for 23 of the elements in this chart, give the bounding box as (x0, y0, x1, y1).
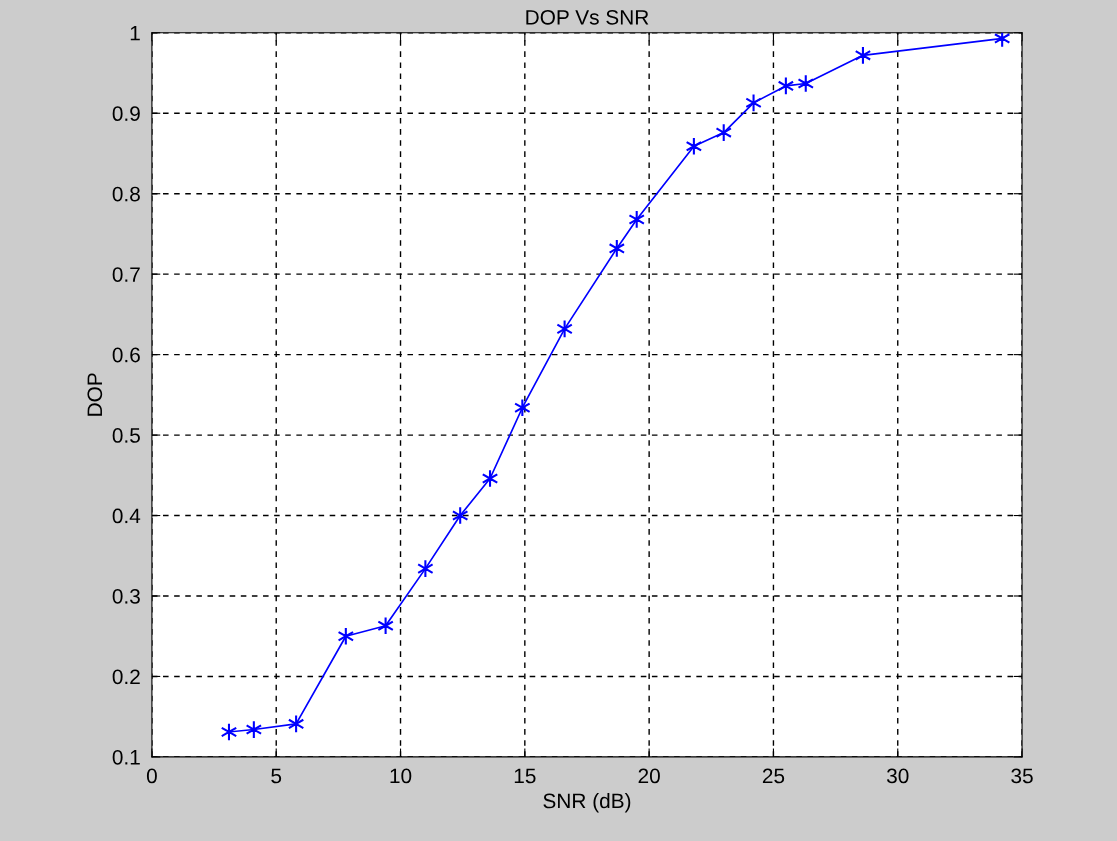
point (993, 32, 1011, 48)
y-tick-label: 0.5 (112, 428, 140, 443)
x-tick-label: 25 (762, 768, 785, 784)
y-tick-label: 0.4 (112, 508, 141, 524)
x-tick-label: 10 (390, 768, 412, 784)
y-tick-label: 1 (130, 26, 140, 41)
y-tick-label: 0.3 (112, 588, 140, 604)
y-tick-label: 0.7 (112, 267, 140, 282)
x-tick-label: 0 (146, 768, 157, 784)
x-tick-label: 20 (638, 768, 660, 784)
y-tick-label: 0.1 (112, 749, 140, 765)
x-tick-label: 5 (271, 768, 282, 784)
x-axis-title: SNR (dB) (543, 792, 631, 813)
y-tick-label: 0.8 (112, 186, 140, 202)
y-axis-title: DOP (87, 373, 103, 416)
chart-title: DOP Vs SNR (526, 9, 649, 25)
y-tick-label: 0.9 (112, 106, 140, 122)
x-tick-label: 15 (514, 768, 536, 784)
x-tick-label: 30 (886, 768, 909, 784)
point (514, 398, 531, 418)
y-tick-label: 0.2 (112, 669, 140, 685)
y-tick-label: 0.6 (112, 347, 140, 363)
x-tick-label: 35 (1011, 768, 1033, 784)
